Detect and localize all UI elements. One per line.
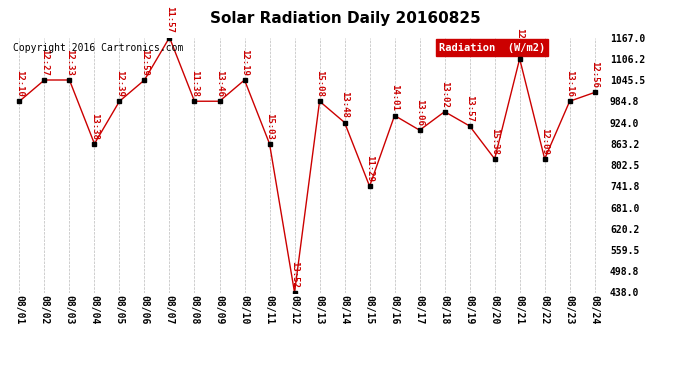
Text: 12:35: 12:35 [515, 28, 524, 55]
Text: Solar Radiation Daily 20160825: Solar Radiation Daily 20160825 [210, 11, 480, 26]
Text: 11:38: 11:38 [190, 70, 199, 97]
Text: 12:39: 12:39 [115, 70, 124, 97]
Text: 12:19: 12:19 [240, 49, 249, 76]
Text: 12:27: 12:27 [40, 49, 49, 76]
Text: 12:09: 12:09 [540, 128, 549, 155]
Text: 13:52: 13:52 [290, 261, 299, 288]
Text: Copyright 2016 Cartronics.com: Copyright 2016 Cartronics.com [13, 43, 184, 52]
Text: 13:16: 13:16 [565, 70, 574, 97]
Text: 12:33: 12:33 [65, 49, 74, 76]
Text: 11:29: 11:29 [365, 155, 374, 182]
Text: 15:38: 15:38 [490, 128, 499, 155]
Text: 13:02: 13:02 [440, 81, 449, 108]
Text: 13:38: 13:38 [90, 113, 99, 140]
Text: 12:59: 12:59 [140, 49, 149, 76]
Text: 14:01: 14:01 [390, 84, 399, 111]
Text: 12:56: 12:56 [590, 62, 599, 88]
Text: 13:48: 13:48 [340, 92, 349, 118]
Text: 15:08: 15:08 [315, 70, 324, 97]
Text: 13:06: 13:06 [415, 99, 424, 126]
Text: Radiation  (W/m2): Radiation (W/m2) [439, 43, 545, 52]
Text: 11:57: 11:57 [165, 6, 174, 33]
Text: 12:10: 12:10 [15, 70, 24, 97]
Text: 13:46: 13:46 [215, 70, 224, 97]
Text: 13:57: 13:57 [465, 95, 474, 122]
Text: 15:03: 15:03 [265, 113, 274, 140]
